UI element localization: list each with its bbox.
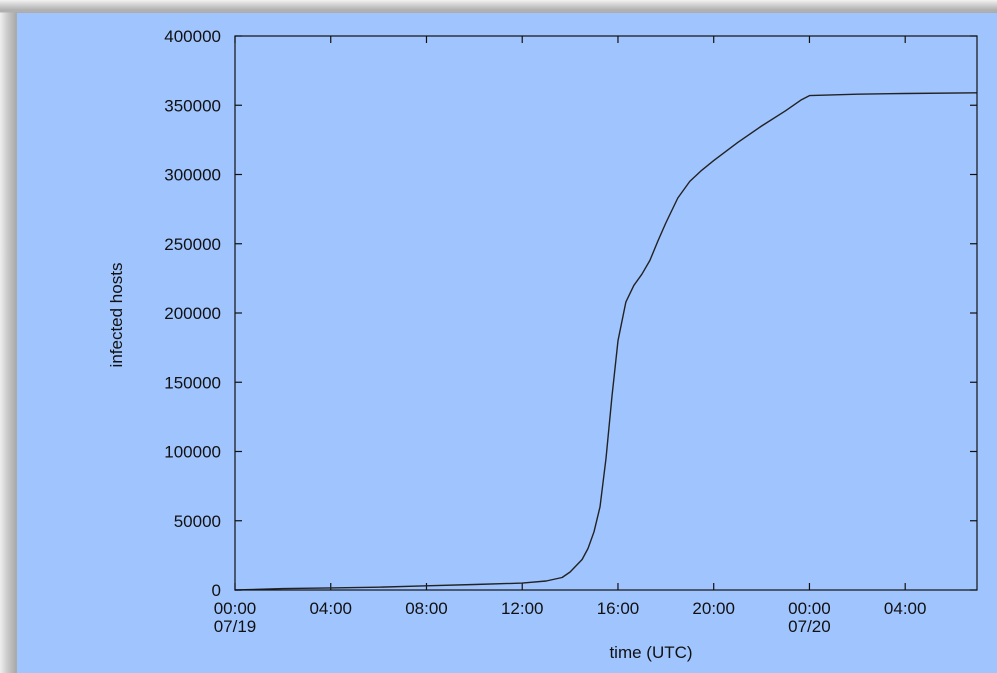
x-tick-label: 04:00	[884, 599, 927, 618]
x-tick-label: 04:00	[309, 599, 352, 618]
plot-frame	[234, 35, 978, 591]
y-tick-label: 400000	[164, 27, 221, 46]
x-tick-label: 00:00	[788, 599, 831, 618]
x-tick-date-label: 07/20	[788, 617, 831, 636]
y-tick-label: 250000	[164, 235, 221, 254]
x-tick-label: 08:00	[405, 599, 448, 618]
x-tick-date-label: 07/19	[214, 617, 257, 636]
y-tick-label: 50000	[174, 512, 221, 531]
series-group	[234, 92, 978, 591]
y-tick-label: 200000	[164, 304, 221, 323]
y-tick-label: 350000	[164, 96, 221, 115]
y-tick-label: 100000	[164, 443, 221, 462]
y-tick-label: 300000	[164, 166, 221, 185]
y-axis-ticks: 0 50000 100000 150000 200000 250000 300000 3500…	[164, 27, 977, 600]
chart-panel	[17, 13, 997, 673]
x-tick-label: 12:00	[501, 599, 544, 618]
series-line	[234, 92, 978, 591]
y-tick-label: 0	[212, 581, 221, 600]
x-tick-label: 00:00	[214, 599, 257, 618]
x-axis-label: time (UTC)	[609, 643, 692, 662]
x-tick-label: 20:00	[692, 599, 735, 618]
x-tick-label: 16:00	[597, 599, 640, 618]
y-tick-label: 150000	[164, 373, 221, 392]
y-axis-label: infected hosts	[107, 263, 126, 368]
